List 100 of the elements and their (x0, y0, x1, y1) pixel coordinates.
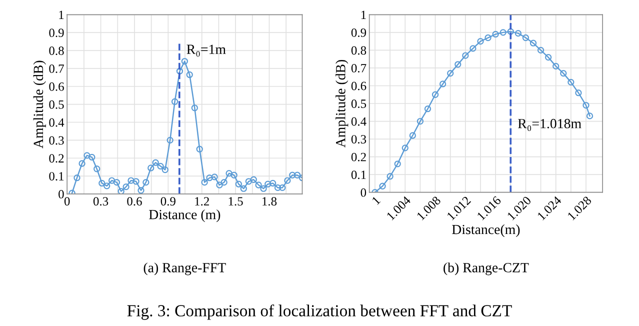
y-tick-label: 0.9 (351, 28, 366, 37)
y-tick-label: 0.7 (49, 64, 64, 73)
point (196, 146, 203, 152)
point (176, 68, 184, 74)
point (128, 177, 134, 184)
point (122, 183, 130, 190)
y-tick-label: 0.3 (351, 135, 366, 144)
ref-line-label: R₀=1m (186, 44, 226, 57)
point (142, 178, 150, 186)
point (294, 172, 301, 178)
point (530, 40, 537, 46)
y-tick-label: 0.4 (351, 117, 366, 126)
x-axis-title: Distance(m) (452, 224, 520, 238)
point (157, 162, 164, 170)
point (132, 178, 140, 185)
point (274, 184, 282, 192)
x-axis-title: Distance (m) (149, 209, 220, 222)
point (522, 34, 530, 42)
point (211, 174, 218, 180)
point (560, 70, 567, 77)
point (394, 160, 401, 168)
point (462, 52, 469, 59)
point (416, 118, 424, 125)
point (544, 54, 552, 61)
point (240, 185, 247, 192)
point (94, 166, 100, 172)
point (432, 91, 439, 98)
point (582, 102, 590, 109)
point (492, 30, 499, 38)
point (88, 154, 96, 161)
x-tick-label: 1.5 (228, 197, 243, 206)
y-tick-label: 0.8 (351, 46, 366, 55)
y-tick-label: 0.4 (49, 118, 64, 127)
point (514, 30, 522, 37)
x-tick-label: 0 (64, 197, 70, 206)
y-tick-label: 1 (361, 10, 366, 20)
point (477, 38, 484, 45)
point (424, 106, 432, 112)
point (537, 46, 544, 54)
point (409, 132, 416, 139)
y-tick-label: 0.6 (49, 82, 64, 91)
y-axis-title: Amplitude (dB) (33, 60, 46, 148)
point (181, 58, 188, 65)
point (586, 112, 594, 120)
point (201, 178, 208, 186)
x-tick-label: 1.8 (262, 197, 277, 206)
point (113, 178, 120, 186)
y-tick-label: 0.9 (49, 28, 64, 38)
ref-line-label: R₀=1.018m (518, 118, 582, 132)
point (166, 136, 174, 144)
point (104, 182, 110, 190)
point (118, 188, 124, 194)
y-tick-label: 0.3 (49, 136, 64, 145)
x-tick-label: 0.3 (93, 197, 108, 206)
point (264, 180, 272, 188)
point (162, 166, 168, 174)
point (386, 173, 394, 180)
point (186, 71, 193, 78)
point (402, 144, 408, 152)
point (454, 61, 462, 68)
y-tick-label: 0 (360, 188, 366, 197)
y-tick-label: 0 (58, 190, 64, 198)
point (568, 78, 574, 86)
y-tick-label: 0.2 (351, 152, 366, 162)
point (379, 182, 386, 190)
point (84, 152, 90, 159)
point (191, 104, 198, 112)
point (507, 28, 514, 35)
point (500, 29, 506, 36)
y-tick-label: 0.5 (49, 100, 64, 109)
y-tick-label: 0.1 (351, 170, 366, 180)
x-tick-label: 0.9 (160, 197, 176, 206)
point (447, 70, 454, 77)
point (98, 180, 106, 187)
point (226, 170, 232, 177)
point (245, 178, 252, 185)
y-tick-label: 0.2 (49, 154, 64, 163)
point (279, 184, 286, 192)
point (220, 178, 228, 186)
point (235, 180, 242, 188)
point (78, 160, 86, 167)
point (108, 177, 116, 184)
y-tick-label: 0.5 (351, 100, 366, 108)
point (148, 164, 154, 172)
point (255, 182, 262, 188)
point (216, 182, 223, 188)
point (138, 187, 144, 194)
y-axis-title: Amplitude (dB) (336, 60, 348, 148)
point (171, 98, 178, 105)
y-tick-label: 0.6 (351, 82, 366, 90)
x-tick-label: 1 (372, 196, 381, 205)
point (206, 174, 213, 182)
point (575, 90, 582, 96)
y-tick-label: 0.8 (49, 46, 64, 56)
point (470, 45, 476, 52)
y-tick-label: 1 (59, 10, 64, 20)
point (269, 180, 276, 187)
point (230, 172, 238, 178)
point (250, 176, 257, 183)
text: (a) Range-FFT (144, 262, 226, 276)
